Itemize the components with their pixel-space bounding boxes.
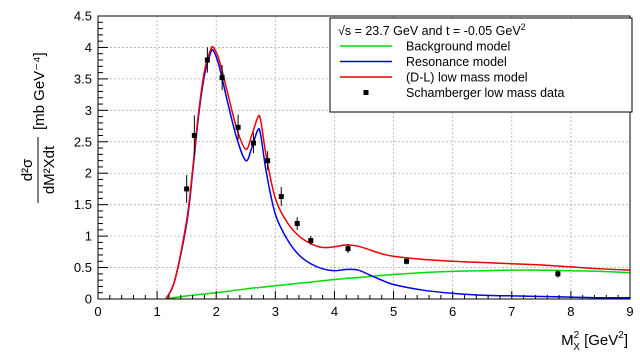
y-tick-label: 2.5 xyxy=(74,134,92,149)
schamberger-low-mass-data-point xyxy=(219,75,225,81)
y-axis-label-denominator: dM²Xdt xyxy=(41,145,58,194)
legend-label-schamberger-low-mass-data: Schamberger low mass data xyxy=(406,86,564,100)
y-tick-label: 0.5 xyxy=(74,260,92,275)
y-axis-label: d²σ dM²Xdt [mb GeV⁻⁴] xyxy=(19,52,58,203)
axis-ticks: 0 1 2 3 4 5 6 7 8 9 0 0.5 1 1.5 2 2.5 3 3.5 4 4.5 xyxy=(74,9,634,320)
x-tick-label: 5 xyxy=(390,304,397,319)
y-tick-label: 1.5 xyxy=(74,197,92,212)
x-tick-label: 8 xyxy=(567,304,574,319)
schamberger-low-mass-data-point xyxy=(345,246,351,252)
x-axis-label: M2 X [GeV2] xyxy=(561,330,628,353)
x-tick-label: 2 xyxy=(213,304,220,319)
x-axis-label-sup: 2 xyxy=(574,330,580,341)
y-tick-label: 4.5 xyxy=(74,9,92,24)
schamberger-low-mass-data-point xyxy=(404,258,410,264)
y-tick-label: 3 xyxy=(85,103,92,118)
series-layer xyxy=(165,45,631,300)
y-tick-label: 4 xyxy=(85,40,92,55)
x-tick-label: 7 xyxy=(508,304,515,319)
x-axis-label-unit-close: ] xyxy=(624,332,628,349)
x-tick-label: 4 xyxy=(331,304,338,319)
x-tick-label: 9 xyxy=(626,304,633,319)
legend-header: √s = 23.7 GeV and t = -0.05 GeV2 xyxy=(338,22,526,38)
d-l-low-mass-model-line xyxy=(165,45,631,300)
legend-swatch-schamberger-low-mass-data xyxy=(363,90,369,95)
schamberger-low-mass-data-point xyxy=(278,193,284,199)
legend: √s = 23.7 GeV and t = -0.05 GeV2 Backgro… xyxy=(329,17,633,113)
schamberger-low-mass-data-point xyxy=(235,124,241,130)
schamberger-low-mass-data-point xyxy=(184,186,190,192)
schamberger-low-mass-data-point xyxy=(191,132,197,138)
legend-label-resonance-model: Resonance model xyxy=(406,55,507,69)
legend-box xyxy=(329,17,633,113)
schamberger-low-mass-data-point xyxy=(555,271,561,277)
x-tick-label: 0 xyxy=(94,304,101,319)
legend-header-sup: 2 xyxy=(521,22,526,32)
background-model-line xyxy=(165,269,631,300)
schamberger-low-mass-data-point xyxy=(308,238,314,244)
schamberger-low-mass-data-point xyxy=(250,140,256,146)
y-tick-label: 3.5 xyxy=(74,71,92,86)
x-tick-label: 3 xyxy=(272,304,279,319)
plot-frame xyxy=(97,15,631,300)
x-axis-label-unit-sup: 2 xyxy=(618,330,624,341)
x-tick-label: 6 xyxy=(449,304,456,319)
legend-label-d-l-low-mass-model: (D-L) low mass model xyxy=(406,71,528,85)
y-tick-label: 1 xyxy=(85,229,92,244)
x-axis-label-unit: [GeV xyxy=(580,332,618,349)
x-axis-label-sub: X xyxy=(573,342,580,353)
legend-label-background-model: Background model xyxy=(406,40,510,54)
legend-header-text: √s = 23.7 GeV and t = -0.05 GeV xyxy=(338,24,521,38)
schamberger-low-mass-data-point xyxy=(294,221,300,227)
x-axis-label-main: M xyxy=(561,332,574,349)
y-axis-label-numerator: d²σ xyxy=(19,158,36,181)
schamberger-low-mass-data-point xyxy=(265,158,271,164)
y-axis-label-unit: [mb GeV⁻⁴] xyxy=(31,52,48,130)
schamberger-low-mass-data-point xyxy=(204,57,210,63)
y-tick-label: 0 xyxy=(85,292,92,307)
x-tick-label: 1 xyxy=(153,304,160,319)
y-tick-label: 2 xyxy=(85,166,92,181)
